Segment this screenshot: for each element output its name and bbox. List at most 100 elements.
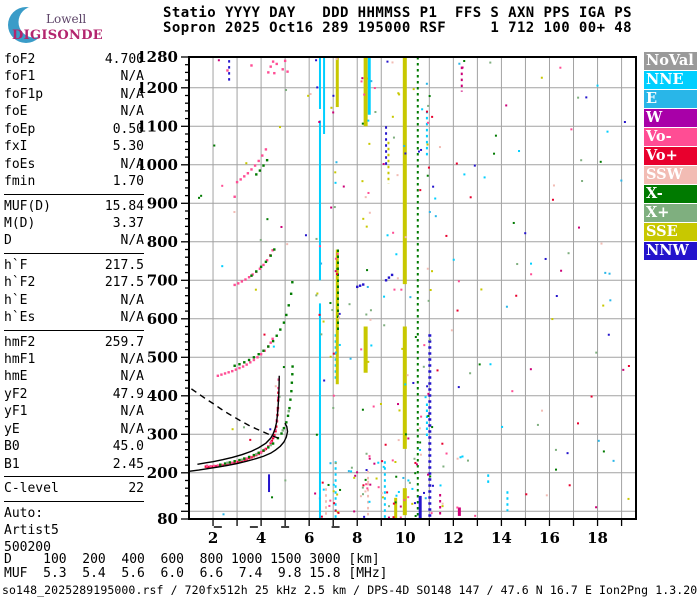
noise-dot: [524, 232, 527, 235]
param-value: 1.70: [112, 174, 144, 190]
noise-dot: [200, 194, 203, 197]
echo-dot: [245, 457, 248, 460]
noise-dot: [441, 442, 444, 445]
echo-dot: [289, 292, 293, 295]
noise-dot: [382, 465, 385, 468]
param-label: foE: [4, 104, 28, 120]
noise-dot: [431, 484, 434, 487]
param-row: B0 45.0: [4, 438, 144, 455]
echo-dot: [267, 446, 270, 449]
echo-dot: [255, 173, 258, 176]
noise-dot: [450, 329, 453, 332]
param-label: B1: [4, 456, 20, 472]
noise-dot: [429, 475, 432, 478]
param-label: foF1p: [4, 86, 44, 102]
noise-dot: [249, 438, 252, 441]
noise-dot: [480, 288, 483, 291]
noise-dot: [414, 472, 417, 475]
noise-dot: [555, 295, 558, 298]
echo-dot: [256, 356, 259, 359]
noise-dot: [554, 448, 557, 451]
noise-dot: [386, 491, 389, 494]
noise-dot: [419, 189, 422, 192]
param-row: foE N/A: [4, 103, 144, 120]
noise-dot: [551, 318, 554, 321]
echo-dot: [273, 71, 276, 75]
noise-dot: [422, 365, 425, 368]
noise-dot: [364, 490, 367, 493]
echo-dot: [233, 460, 236, 463]
noise-dot: [354, 474, 357, 477]
echo-dot: [252, 358, 256, 362]
echo-dot: [233, 195, 236, 198]
echo-dot: [271, 60, 275, 63]
echo-dot: [205, 464, 209, 468]
echo-dot: [245, 363, 248, 366]
noise-dot: [403, 499, 406, 502]
noise-dot: [406, 374, 409, 377]
noise-dot: [457, 386, 460, 389]
noise-dot: [423, 491, 426, 494]
noise-dot: [463, 60, 466, 63]
param-label: h`F2: [4, 275, 36, 291]
noise-dot: [334, 351, 337, 354]
echo-dot: [227, 371, 230, 374]
noise-dot: [512, 221, 515, 224]
echo-dot: [288, 406, 291, 410]
noise-dot: [365, 313, 368, 316]
echo-dot: [219, 463, 222, 466]
noise-dot: [612, 459, 615, 462]
echo-dot: [282, 321, 286, 324]
noise-dot: [361, 408, 364, 411]
noise-dot: [307, 94, 310, 97]
legend-item: X-: [644, 185, 697, 203]
noise-dot: [604, 271, 607, 274]
noise-dot: [596, 84, 599, 87]
noise-dot: [379, 402, 382, 405]
noise-dot: [369, 309, 372, 312]
noise-dot: [431, 115, 434, 118]
echo-dot: [255, 270, 258, 273]
noise-dot: [370, 80, 373, 83]
echo-dot: [243, 361, 246, 364]
noise-dot: [356, 471, 359, 474]
noise-dot: [599, 160, 602, 163]
param-value: N/A: [120, 404, 144, 420]
noise-dot: [382, 162, 385, 165]
noise-dot: [381, 496, 384, 499]
noise-dot: [395, 475, 398, 478]
noise-dot: [328, 504, 331, 507]
noise-dot: [590, 395, 593, 398]
echo-dot: [258, 267, 262, 270]
noise-dot: [350, 470, 353, 473]
noise-dot: [221, 184, 224, 187]
noise-dot: [551, 198, 554, 201]
noise-dot: [459, 456, 462, 459]
noise-dot: [602, 304, 605, 307]
noise-dot: [338, 343, 341, 346]
echo-dot: [263, 448, 266, 451]
echo-dot: [269, 443, 272, 447]
param-row: C-level 22: [4, 480, 144, 497]
noise-dot: [263, 333, 266, 336]
noise-dot: [391, 115, 394, 118]
noise-dot: [329, 499, 332, 502]
noise-dot: [436, 369, 439, 372]
param-value: 45.0: [112, 439, 144, 455]
echo-dot: [257, 451, 260, 454]
noise-dot: [428, 210, 431, 213]
noise-dot: [404, 433, 407, 436]
noise-dot: [426, 385, 429, 388]
noise-dot: [364, 478, 367, 481]
noise-dot: [414, 336, 417, 339]
echo-dot: [264, 447, 268, 451]
param-label: Auto:: [4, 505, 44, 521]
y-tick-label: 1000: [140, 156, 178, 174]
noise-dot: [332, 490, 335, 493]
noise-dot: [316, 292, 319, 295]
param-label: fxI: [4, 139, 28, 155]
legend-label: NoVal: [646, 52, 694, 69]
noise-dot: [331, 309, 334, 312]
divider: [4, 329, 144, 331]
noise-dot: [361, 77, 364, 80]
